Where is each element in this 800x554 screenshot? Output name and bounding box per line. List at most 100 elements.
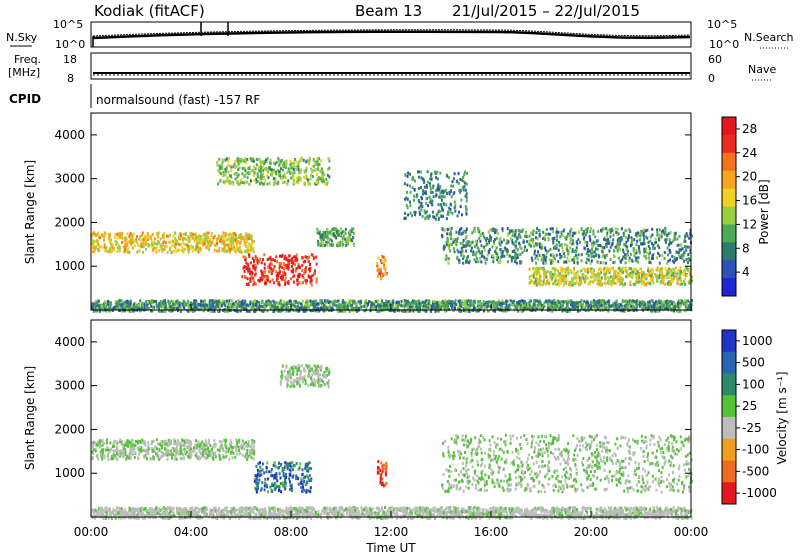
power-cell bbox=[211, 302, 214, 306]
power-cell bbox=[448, 257, 450, 261]
power-cell bbox=[256, 257, 259, 261]
power-cell bbox=[205, 236, 208, 240]
power-cell bbox=[309, 262, 311, 266]
power-cell bbox=[446, 174, 449, 178]
power-cell bbox=[104, 249, 107, 252]
power-cell bbox=[91, 240, 94, 244]
power-cell bbox=[143, 306, 146, 310]
power-cell bbox=[262, 276, 265, 280]
power-cell bbox=[196, 242, 199, 246]
power-cell bbox=[190, 231, 193, 235]
power-cell bbox=[596, 307, 599, 311]
power-cell bbox=[108, 234, 111, 238]
power-cell bbox=[347, 241, 349, 245]
power-cell bbox=[612, 276, 615, 280]
power-cell bbox=[530, 256, 533, 260]
power-cell bbox=[209, 309, 212, 313]
power-cell bbox=[554, 245, 557, 249]
power-cell bbox=[457, 181, 460, 185]
power-cell bbox=[315, 255, 318, 259]
power-cell bbox=[301, 263, 304, 267]
power-cell bbox=[417, 206, 420, 210]
power-cell bbox=[174, 231, 177, 235]
power-cell bbox=[635, 248, 638, 252]
power-cell bbox=[668, 243, 670, 247]
power-cell bbox=[441, 189, 444, 193]
power-cell bbox=[529, 306, 532, 310]
power-cell bbox=[234, 302, 237, 306]
power-cell bbox=[462, 307, 465, 311]
power-cell bbox=[376, 268, 379, 272]
power-cell bbox=[650, 278, 653, 282]
power-cell bbox=[441, 215, 444, 218]
power-cell bbox=[155, 232, 158, 235]
power-cell bbox=[391, 302, 394, 306]
power-cell bbox=[245, 303, 248, 307]
power-cell bbox=[198, 234, 200, 237]
power-cell bbox=[120, 299, 123, 303]
power-cell bbox=[113, 235, 116, 239]
power-cell bbox=[592, 232, 595, 236]
power-cell bbox=[227, 179, 230, 183]
power-cell bbox=[585, 252, 588, 256]
power-cell bbox=[541, 255, 544, 259]
power-cell bbox=[648, 302, 651, 306]
power-cell bbox=[249, 157, 252, 161]
power-cell bbox=[248, 254, 251, 258]
power-cell bbox=[530, 279, 533, 283]
power-cell bbox=[293, 280, 295, 284]
power-cell bbox=[263, 182, 266, 186]
power-cell bbox=[575, 307, 578, 311]
power-cell bbox=[436, 177, 439, 181]
power-cell bbox=[187, 305, 190, 309]
power-cell bbox=[127, 302, 130, 306]
power-cell bbox=[456, 179, 459, 183]
power-cell bbox=[635, 232, 638, 236]
power-cell bbox=[483, 303, 486, 307]
power-cell bbox=[621, 237, 624, 241]
power-cell bbox=[376, 310, 379, 313]
power-cell bbox=[233, 162, 236, 166]
power-cell bbox=[434, 303, 437, 307]
power-cell bbox=[615, 269, 617, 273]
power-cell bbox=[423, 209, 426, 213]
cpid-text: normalsound (fast) -157 RF bbox=[96, 93, 260, 107]
power-cell bbox=[671, 307, 674, 311]
power-cell bbox=[423, 185, 426, 189]
power-cell bbox=[569, 307, 571, 311]
power-cell bbox=[336, 229, 339, 233]
power-cell bbox=[320, 159, 323, 163]
power-cell bbox=[293, 304, 296, 308]
power-cell bbox=[518, 229, 521, 233]
power-cell bbox=[277, 172, 280, 176]
power-cell bbox=[324, 309, 327, 313]
power-cell bbox=[680, 299, 683, 303]
power-cell bbox=[187, 299, 190, 303]
power-cell bbox=[649, 260, 652, 264]
power-cell bbox=[495, 306, 498, 310]
power-cell bbox=[267, 257, 270, 261]
power-cell bbox=[607, 276, 610, 280]
nsearch-tick-bottom: 10^0 bbox=[709, 38, 739, 51]
power-cell bbox=[470, 300, 473, 304]
power-cell bbox=[685, 248, 688, 252]
power-cell bbox=[251, 256, 254, 260]
power-cell bbox=[463, 229, 466, 233]
power-cell bbox=[313, 256, 316, 260]
power-cell bbox=[639, 301, 641, 305]
power-cell bbox=[283, 263, 286, 267]
power-cell bbox=[453, 172, 456, 176]
power-cell bbox=[107, 302, 110, 306]
power-cell bbox=[429, 187, 432, 191]
power-cell bbox=[677, 269, 679, 273]
power-cell bbox=[626, 249, 629, 253]
power-cell bbox=[126, 243, 129, 247]
power-cell bbox=[510, 229, 513, 233]
power-cell bbox=[539, 279, 542, 283]
power-cell bbox=[376, 264, 379, 268]
power-cell bbox=[233, 232, 236, 235]
power-cell bbox=[615, 277, 618, 281]
power-cell bbox=[241, 166, 244, 170]
power-cell bbox=[476, 302, 479, 306]
power-cell bbox=[237, 159, 239, 163]
